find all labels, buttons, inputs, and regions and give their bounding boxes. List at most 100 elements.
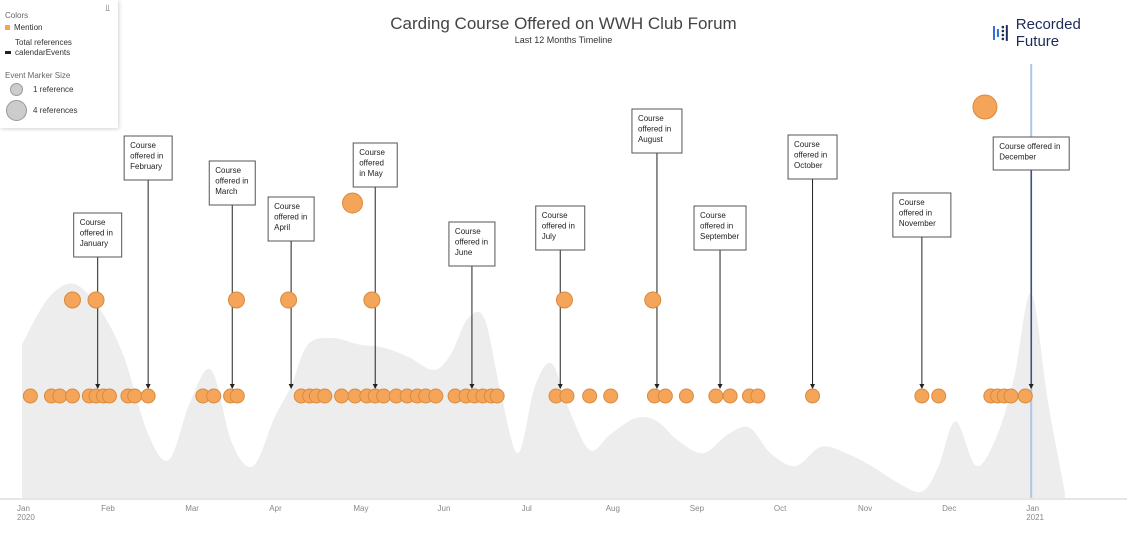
annotation-box[interactable] <box>352 142 398 188</box>
brand-name: Recorded Future <box>1015 16 1081 50</box>
annotation-arrowhead <box>810 384 816 389</box>
annotation-text: offered in <box>215 177 248 186</box>
mention-marker[interactable] <box>101 388 117 404</box>
mention-marker[interactable] <box>678 388 694 404</box>
large-circle-icon <box>6 100 27 121</box>
mention-marker[interactable] <box>1017 388 1033 404</box>
annotation-text: Course <box>274 202 300 211</box>
annotation-text: September <box>700 232 739 241</box>
legend-item-calendar-events[interactable]: calendarEvents <box>5 48 70 57</box>
annotation-box[interactable] <box>535 205 586 251</box>
legend-marker-size-heading: Event Marker Size <box>5 71 71 80</box>
annotation-text: Course <box>130 141 156 150</box>
mention-marker[interactable] <box>363 291 381 309</box>
chart-title: Carding Course Offered on WWH Club Forum <box>390 14 737 33</box>
annotation-box[interactable] <box>123 135 173 181</box>
annotation-arrowhead <box>1028 384 1034 389</box>
mention-marker[interactable] <box>914 388 930 404</box>
mention-swatch <box>5 25 10 30</box>
mention-marker[interactable] <box>657 388 673 404</box>
mention-marker[interactable] <box>750 388 766 404</box>
mention-marker[interactable] <box>1003 388 1019 404</box>
x-tick-label: Jan <box>1026 504 1039 513</box>
annotation-arrowhead <box>469 384 475 389</box>
annotation-text: Course <box>215 166 241 175</box>
x-tick-label: Aug <box>606 504 620 513</box>
mention-marker[interactable] <box>334 388 350 404</box>
annotation-text: offered in <box>542 222 575 231</box>
mention-marker[interactable] <box>229 388 245 404</box>
legend-calendar-events-label: calendarEvents <box>15 48 71 57</box>
annotation-text: offered in <box>794 151 827 160</box>
annotation-box[interactable] <box>631 108 683 154</box>
mention-marker[interactable] <box>87 291 105 309</box>
mention-marker[interactable] <box>376 388 392 404</box>
mention-marker[interactable] <box>227 291 245 309</box>
mention-marker[interactable] <box>206 388 222 404</box>
x-tick-label: Feb <box>101 504 115 513</box>
annotation-text: Course <box>80 218 106 227</box>
annotation-text: December <box>999 153 1036 162</box>
annotation-box[interactable] <box>787 134 838 180</box>
annotation-text: November <box>899 219 936 228</box>
annotation-arrowhead <box>145 384 151 389</box>
mention-marker[interactable] <box>805 388 821 404</box>
annotation-text: offered in <box>130 152 163 161</box>
mention-marker[interactable] <box>342 192 364 214</box>
mention-marker[interactable] <box>972 94 998 120</box>
mention-marker[interactable] <box>52 388 68 404</box>
mention-marker[interactable] <box>63 291 81 309</box>
annotation-text: February <box>130 162 162 171</box>
annotation-text: March <box>215 187 237 196</box>
mention-marker[interactable] <box>127 388 143 404</box>
mention-marker[interactable] <box>64 388 80 404</box>
annotation-arrowhead <box>372 384 378 389</box>
mention-marker[interactable] <box>317 388 333 404</box>
annotation-box[interactable] <box>267 196 315 242</box>
double-chevron-down-icon[interactable]: ⫫ <box>105 3 111 13</box>
mention-marker[interactable] <box>489 388 505 404</box>
mention-marker[interactable] <box>582 388 598 404</box>
annotation-box[interactable] <box>992 136 1070 171</box>
mention-marker[interactable] <box>428 388 444 404</box>
annotation-box[interactable] <box>73 212 123 258</box>
annotation-text: Course <box>899 198 925 207</box>
brand-logo: Recorded Future <box>992 16 1127 50</box>
annotation-box[interactable] <box>892 192 952 238</box>
x-tick-year: 2020 <box>17 513 35 522</box>
mention-marker[interactable] <box>140 388 156 404</box>
x-tick-label: Jun <box>438 504 451 513</box>
annotation-box[interactable] <box>448 221 496 267</box>
annotation-text: offered in <box>455 238 488 247</box>
annotation-box[interactable] <box>693 205 747 251</box>
total-references-area <box>22 283 1065 498</box>
mention-marker[interactable] <box>644 291 662 309</box>
legend-mention-label: Mention <box>14 23 43 32</box>
annotation-text: August <box>638 135 664 144</box>
mention-marker[interactable] <box>603 388 619 404</box>
mention-marker[interactable] <box>22 388 38 404</box>
annotation-arrowhead <box>919 384 925 389</box>
annotation-box[interactable] <box>208 160 256 206</box>
annotation-text: in May <box>359 169 383 178</box>
mention-marker[interactable] <box>280 291 298 309</box>
mention-marker[interactable] <box>931 388 947 404</box>
annotation-text: offered in <box>638 125 671 134</box>
x-tick-label: Nov <box>858 504 872 513</box>
mention-marker[interactable] <box>559 388 575 404</box>
mention-marker[interactable] <box>722 388 738 404</box>
annotation-text: January <box>80 239 108 248</box>
mention-marker[interactable] <box>555 291 573 309</box>
x-tick-label: Jul <box>522 504 532 513</box>
annotation-text: Course <box>794 140 820 149</box>
legend-size-large: 4 references <box>6 100 77 121</box>
small-circle-icon <box>10 83 23 96</box>
legend-item-mention[interactable]: Mention <box>5 23 42 32</box>
annotation-text: April <box>274 223 290 232</box>
annotation-text: Course <box>359 148 385 157</box>
legend-size-large-label: 4 references <box>33 106 78 115</box>
mention-marker[interactable] <box>708 388 724 404</box>
legend-item-total-references[interactable]: Total references <box>15 38 72 47</box>
